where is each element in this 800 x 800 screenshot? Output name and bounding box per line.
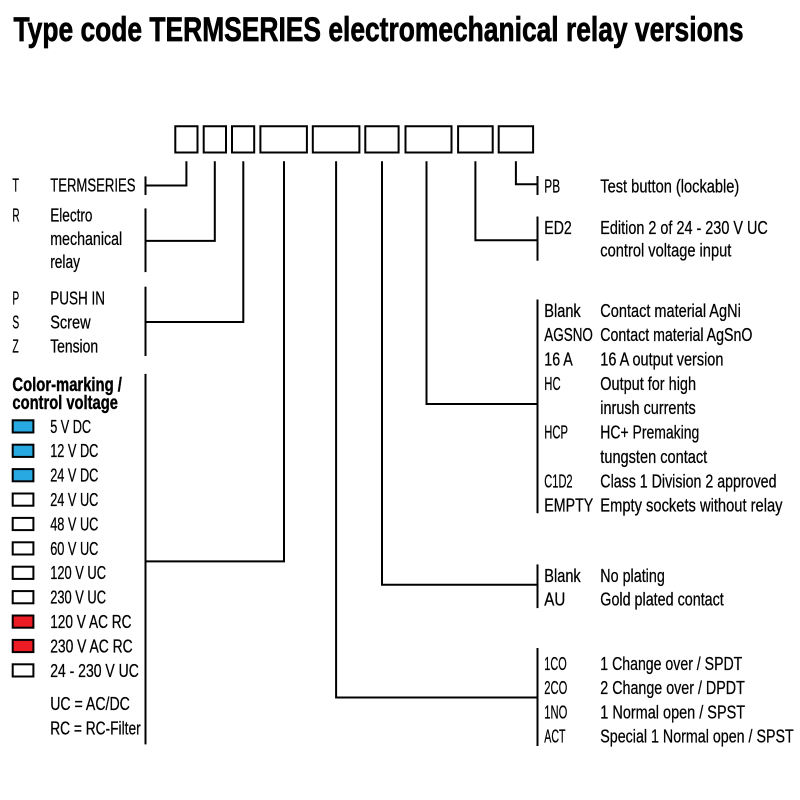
svg-text:120 V UC: 120 V UC — [50, 563, 106, 583]
svg-text:R: R — [12, 206, 19, 226]
svg-text:24 - 230 V UC: 24 - 230 V UC — [50, 661, 139, 681]
svg-text:Tension: Tension — [50, 336, 98, 356]
svg-text:1 Change over / SPDT: 1 Change over / SPDT — [600, 654, 742, 674]
svg-text:EMPTY: EMPTY — [544, 496, 593, 516]
svg-text:HCP: HCP — [544, 423, 568, 443]
svg-text:Screw: Screw — [50, 313, 91, 333]
svg-text:relay: relay — [50, 252, 80, 272]
svg-text:24 V DC: 24 V DC — [50, 466, 98, 486]
svg-text:Blank: Blank — [544, 301, 581, 321]
svg-text:1 Normal open / SPST: 1 Normal open / SPST — [600, 702, 745, 722]
svg-text:tungsten contact: tungsten contact — [600, 447, 707, 467]
svg-text:48 V UC: 48 V UC — [50, 514, 98, 534]
svg-text:No plating: No plating — [600, 566, 665, 586]
svg-text:ED2: ED2 — [544, 218, 572, 238]
svg-text:C1D2: C1D2 — [544, 471, 572, 491]
svg-text:1NO: 1NO — [544, 702, 567, 722]
svg-text:Test button (lockable): Test button (lockable) — [600, 177, 739, 197]
svg-text:Blank: Blank — [544, 566, 581, 586]
svg-text:control voltage input: control voltage input — [600, 240, 731, 260]
svg-text:S: S — [12, 313, 19, 333]
svg-text:Electro: Electro — [50, 206, 92, 226]
svg-text:Gold plated contact: Gold plated contact — [600, 590, 724, 610]
svg-text:120 V AC RC: 120 V AC RC — [50, 612, 131, 632]
svg-text:2CO: 2CO — [544, 678, 567, 698]
svg-text:mechanical: mechanical — [50, 229, 122, 249]
svg-text:RC = RC-Filter: RC = RC-Filter — [50, 718, 141, 738]
svg-text:Empty sockets without relay: Empty sockets without relay — [600, 496, 782, 516]
svg-text:inrush currents: inrush currents — [600, 398, 695, 418]
svg-text:HC: HC — [544, 374, 560, 394]
svg-text:16 A output version: 16 A output version — [600, 350, 723, 370]
svg-text:2 Change over / DPDT: 2 Change over / DPDT — [600, 678, 745, 698]
svg-text:AGSNO: AGSNO — [544, 325, 593, 345]
svg-text:1CO: 1CO — [544, 654, 566, 674]
svg-text:T: T — [12, 175, 19, 195]
svg-text:PUSH IN: PUSH IN — [50, 289, 105, 309]
svg-text:P: P — [12, 289, 19, 309]
svg-text:60 V UC: 60 V UC — [50, 539, 98, 559]
svg-text:Z: Z — [12, 336, 18, 356]
svg-text:Special 1 Normal open / SPST: Special 1 Normal open / SPST — [600, 727, 793, 747]
svg-text:ACT: ACT — [544, 727, 565, 747]
svg-text:Class 1 Division 2 approved: Class 1 Division 2 approved — [600, 471, 776, 491]
svg-text:230 V UC: 230 V UC — [50, 588, 106, 608]
svg-text:control voltage: control voltage — [12, 393, 118, 414]
svg-text:230 V AC RC: 230 V AC RC — [50, 636, 132, 656]
svg-text:UC = AC/DC: UC = AC/DC — [50, 694, 130, 714]
svg-text:AU: AU — [544, 590, 565, 610]
svg-text:PB: PB — [544, 177, 560, 197]
svg-text:24 V UC: 24 V UC — [50, 490, 98, 510]
svg-text:Contact material AgNi: Contact material AgNi — [600, 301, 741, 321]
svg-text:Color-marking /: Color-marking / — [12, 375, 122, 396]
svg-text:5 V DC: 5 V DC — [50, 417, 91, 437]
svg-text:Type code TERMSERIES electrome: Type code TERMSERIES electromechanical r… — [14, 11, 744, 49]
svg-text:Contact material AgSnO: Contact material AgSnO — [600, 325, 752, 345]
svg-text:Output for high: Output for high — [600, 374, 696, 394]
svg-text:12 V DC: 12 V DC — [50, 441, 98, 461]
svg-text:16 A: 16 A — [544, 350, 573, 370]
svg-text:TERMSERIES: TERMSERIES — [50, 175, 135, 195]
svg-text:Edition 2 of 24 - 230 V UC: Edition 2 of 24 - 230 V UC — [600, 218, 768, 238]
svg-text:HC+ Premaking: HC+ Premaking — [600, 423, 699, 443]
